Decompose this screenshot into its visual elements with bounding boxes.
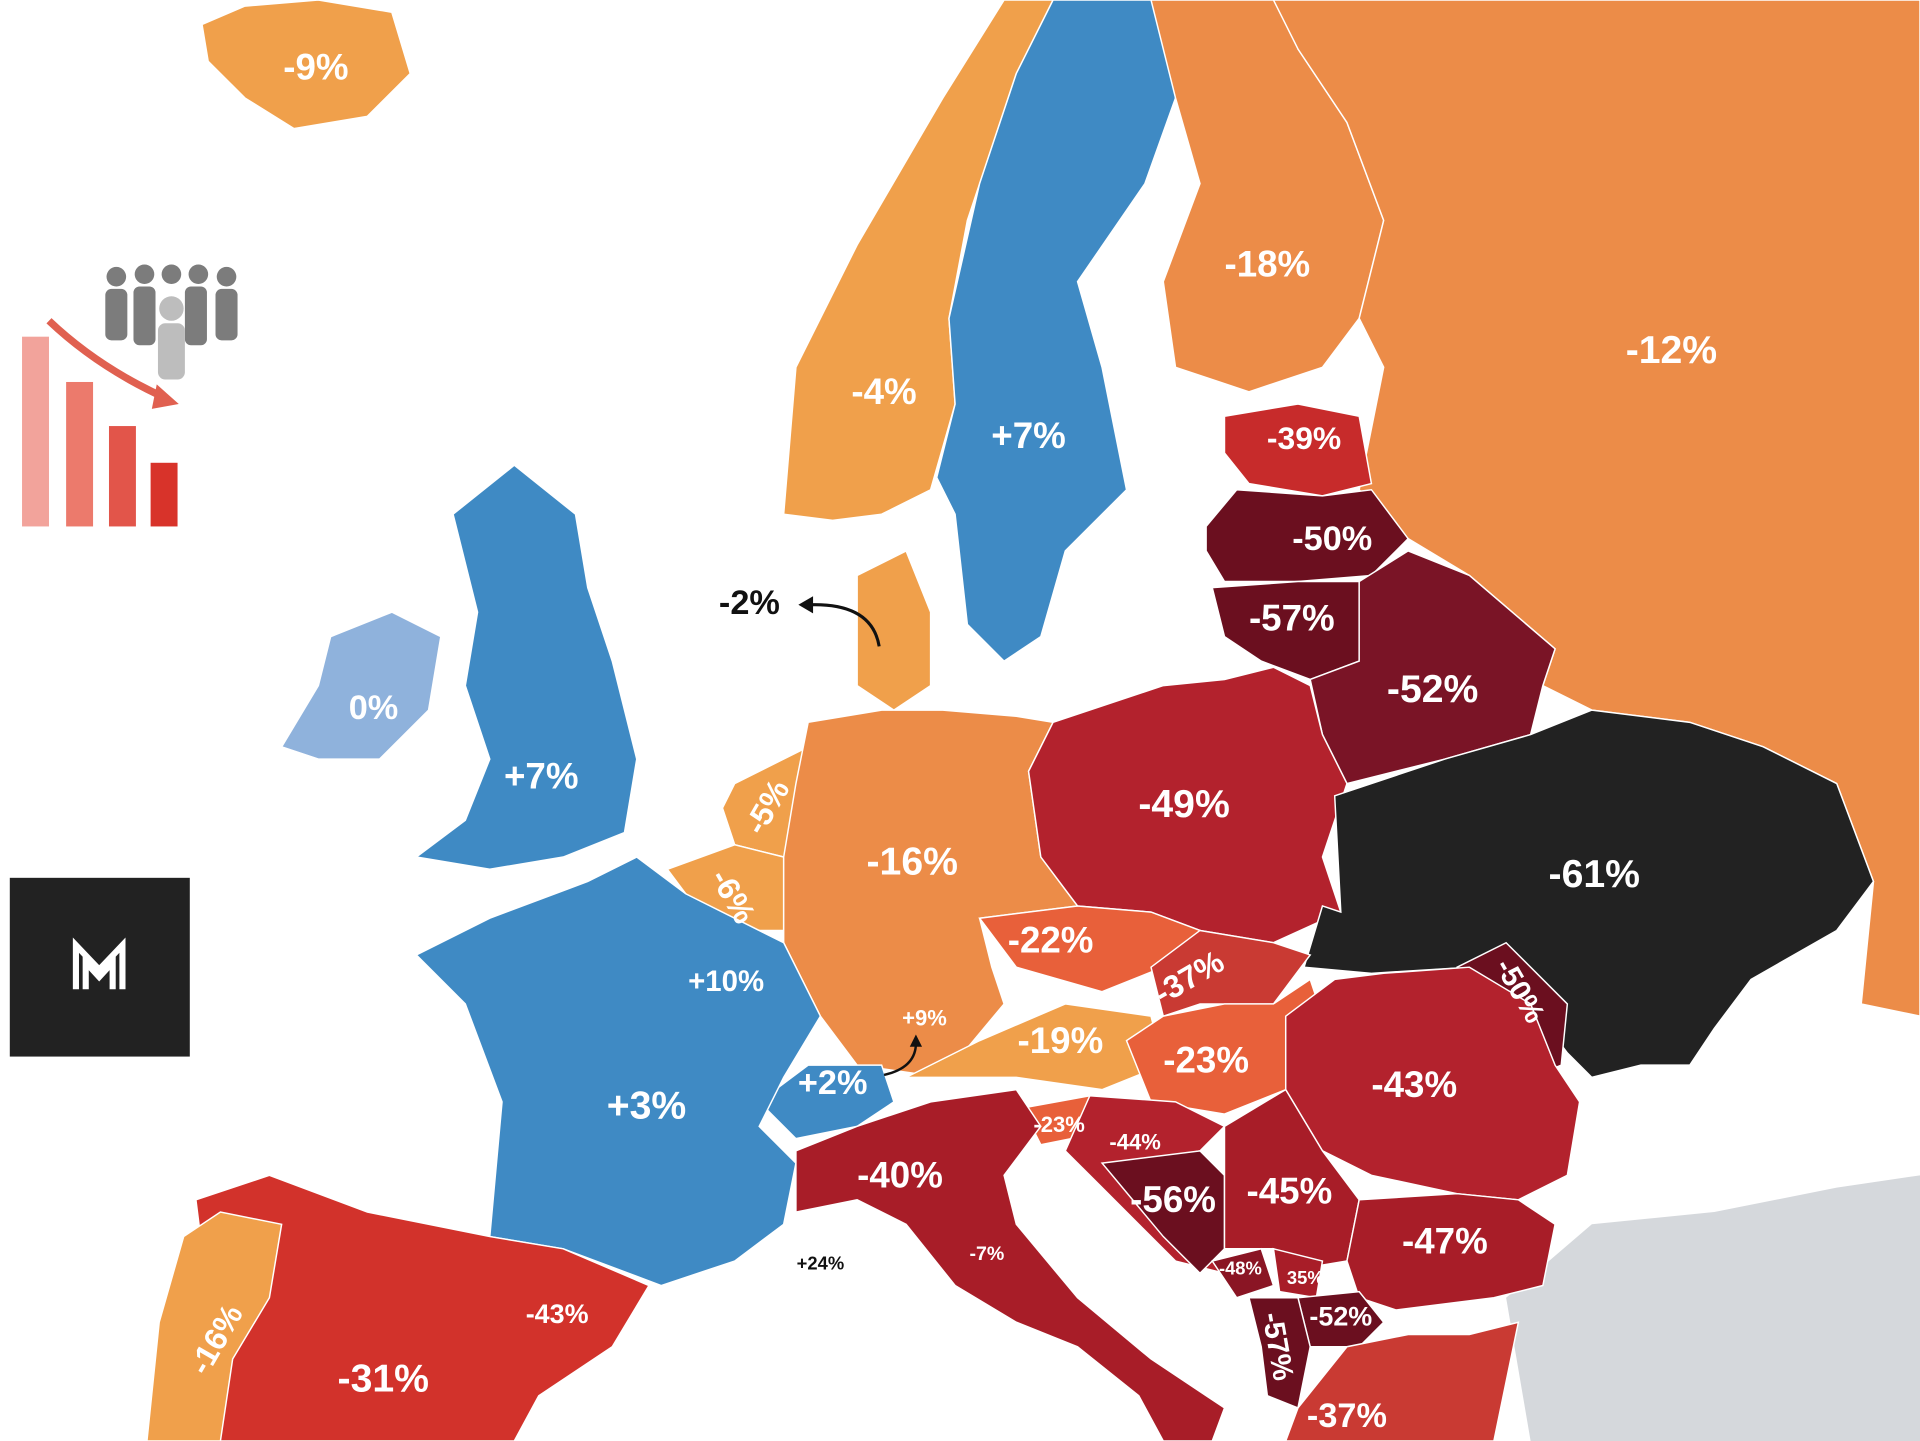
region-label: +10% (688, 965, 764, 998)
country-shape (414, 464, 638, 870)
arrowhead (798, 596, 814, 614)
country-shape (1211, 1247, 1275, 1299)
region-label: -39% (1267, 420, 1341, 456)
country-shape (795, 1088, 1226, 1441)
region-label: -18% (1224, 244, 1310, 285)
region-label: -9% (283, 46, 348, 87)
region-label: -52% (1387, 668, 1478, 711)
region-label: -50% (1292, 520, 1372, 558)
region-label: -4% (851, 371, 916, 412)
country-shape (1284, 1321, 1520, 1441)
population-icon (22, 264, 238, 527)
icon-arrowhead (151, 384, 179, 409)
country-shape (415, 856, 822, 1287)
country-shape (201, 0, 412, 130)
region-label: -19% (1018, 1020, 1104, 1061)
country-shape (1150, 929, 1312, 1018)
country-shape (856, 549, 932, 711)
region-label: -37% (1307, 1397, 1387, 1435)
region-label: -12% (1626, 329, 1717, 372)
logo-mark (72, 937, 126, 990)
region-label: -23% (1033, 1112, 1084, 1137)
region-label: -2% (719, 584, 780, 622)
country-shape (1223, 403, 1373, 497)
country-shape (1346, 1192, 1556, 1311)
arrow (883, 1043, 918, 1077)
region-label: -16% (867, 841, 958, 884)
region-label: -45% (1247, 1170, 1333, 1211)
icon-bar (108, 426, 136, 527)
icon-bar (66, 381, 94, 527)
country-shape (935, 0, 1177, 663)
region-label: -43% (526, 1299, 589, 1329)
region-label: -43% (1371, 1064, 1457, 1105)
country-shape (1284, 966, 1581, 1201)
icon-people (105, 264, 238, 380)
icon-bar (22, 336, 49, 527)
region-label: 0% (349, 689, 399, 727)
region-label: -31% (338, 1357, 429, 1400)
country-shape (280, 611, 442, 760)
region-label: +7% (504, 755, 579, 796)
icon-bar (150, 462, 178, 527)
region-label: -40% (857, 1154, 943, 1195)
country-shape (1027, 666, 1348, 944)
region-label: +24% (797, 1253, 844, 1274)
region-label: -56% (1130, 1179, 1216, 1220)
country-shape (1205, 488, 1410, 583)
region-label: -48% (1219, 1257, 1262, 1278)
region-label: -57% (1249, 597, 1335, 638)
logo (9, 877, 190, 1057)
region-label: -52% (1309, 1302, 1372, 1332)
country-shape (758, 1064, 895, 1140)
region-label: -7% (970, 1243, 1005, 1265)
country-shape (146, 1211, 283, 1441)
country-shape (782, 709, 1079, 1079)
country-shape (1223, 1088, 1360, 1268)
region-label: +2% (798, 1064, 868, 1102)
region-label: -49% (1138, 783, 1229, 826)
arrowhead (909, 1034, 923, 1047)
arrow (808, 603, 881, 647)
region-label: -44% (1109, 1129, 1160, 1154)
region-label: -47% (1402, 1221, 1488, 1262)
region-label: -22% (1008, 919, 1094, 960)
icon-arrow (46, 318, 167, 402)
region-label: +9% (902, 1006, 947, 1031)
countries (146, 0, 1920, 1441)
turkey-shape (1506, 1175, 1920, 1441)
region-label: +3% (607, 1084, 687, 1127)
region-label: -61% (1549, 853, 1640, 896)
region-label: +7% (991, 415, 1066, 456)
region-label: -23% (1163, 1039, 1249, 1080)
region-label: 35% (1287, 1267, 1324, 1288)
country-shape (1303, 709, 1875, 1079)
